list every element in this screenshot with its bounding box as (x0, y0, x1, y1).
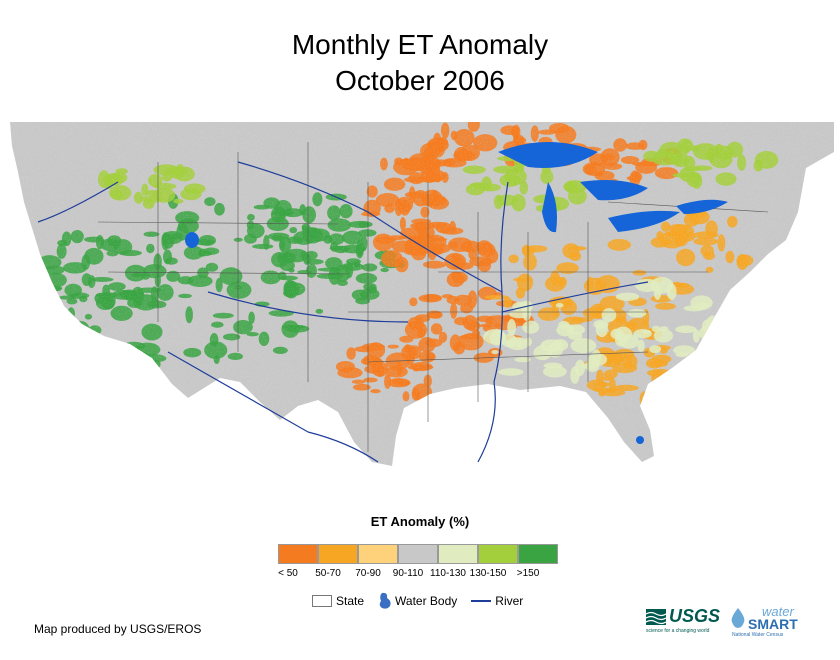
anomaly-patch (109, 347, 129, 360)
usgs-wave-icon (646, 608, 666, 625)
credit-text: Map produced by USGS/EROS (34, 622, 202, 636)
anomaly-patch (39, 299, 50, 306)
river-line-icon (471, 600, 492, 602)
anomaly-patch (230, 447, 239, 456)
usgs-logo: USGS science for a changing world (646, 606, 721, 634)
anomaly-patch (128, 357, 136, 368)
anomaly-patch (216, 439, 232, 453)
anomaly-patch (267, 432, 277, 447)
anomaly-patch (231, 451, 246, 466)
legend-water-body: Water Body (378, 592, 457, 610)
state-boundaries (97, 142, 769, 452)
water-drop-icon (731, 608, 745, 628)
anomaly-patch (103, 369, 128, 385)
map-subtitle: October 2006 (335, 65, 505, 96)
anomaly-patch (254, 434, 267, 441)
legend-label: 50-70 (315, 568, 341, 579)
anomaly-patch (242, 428, 253, 446)
water-bodies (185, 142, 728, 444)
legend-swatch-lt50 (278, 544, 318, 564)
usgs-wordmark: USGS (669, 606, 721, 626)
legend-river: River (471, 594, 523, 608)
anomaly-patch (108, 372, 116, 380)
anomaly-patch (91, 350, 116, 359)
legend-label: 130-150 (469, 568, 507, 579)
legend-title: ET Anomaly (%) (370, 514, 470, 529)
anomaly-patch (245, 444, 256, 453)
anomaly-patch (267, 434, 282, 452)
anomaly-patch (232, 434, 258, 449)
watersmart-top-text: water (762, 604, 794, 619)
anomaly-patch (221, 442, 244, 453)
anomaly-patch (698, 343, 708, 350)
anomaly-patch (111, 358, 127, 369)
legend-label: >150 (516, 568, 540, 579)
legend-swatch-50-70 (318, 544, 358, 564)
usgs-tagline: science for a changing world (646, 628, 710, 634)
anomaly-patch (148, 368, 159, 374)
anomaly-patch (711, 320, 737, 328)
state-box-icon (312, 595, 332, 607)
anomaly-patch (263, 437, 287, 445)
water-body-icon (379, 592, 391, 609)
legend-swatch-gt150 (518, 544, 558, 564)
anomaly-patch (107, 369, 131, 376)
watersmart-subtitle: National Water Census (732, 632, 784, 638)
anomaly-patch (100, 353, 112, 363)
watersmart-wordmark: SMART (748, 616, 798, 632)
anomaly-patch (126, 363, 136, 377)
legend-swatches (278, 544, 558, 564)
legend-labels: < 50 50-70 70-90 90-110 110-130 130-150 … (268, 568, 548, 579)
anomaly-patch (40, 303, 62, 318)
legend-swatch-130-150 (478, 544, 518, 564)
anomaly-patch (141, 357, 150, 362)
anomaly-patch (106, 341, 130, 350)
anomaly-patch (254, 445, 279, 458)
legend-state-label: State (336, 594, 365, 608)
map-title: Monthly ET Anomaly (291, 29, 549, 60)
anomaly-patch (256, 446, 275, 458)
legend-label: < 50 (278, 568, 298, 579)
anomaly-patch (92, 348, 118, 364)
anomaly-patch (265, 432, 284, 438)
anomaly-patch (96, 359, 116, 369)
legend-label: 70-90 (355, 568, 381, 579)
anomaly-patch (215, 434, 231, 440)
legend-label: 110-130 (430, 568, 466, 579)
legend-state: State (312, 594, 364, 608)
legend-swatch-90-110 (398, 544, 438, 564)
legend-water-body-label: Water Body (395, 594, 458, 608)
legend-swatch-70-90 (358, 544, 398, 564)
anomaly-patch (234, 418, 244, 432)
anomaly-patch (277, 431, 293, 443)
legend-label: 90-110 (392, 568, 424, 579)
anomaly-patch (278, 419, 288, 435)
legend-river-label: River (495, 594, 524, 608)
anomaly-patch (277, 422, 292, 440)
legend-swatch-110-130 (438, 544, 478, 564)
rivers (37, 161, 649, 463)
anomaly-patch (126, 372, 150, 389)
overlay-legend: State Water Body River (312, 592, 537, 610)
et-anomaly-map (10, 122, 834, 466)
anomaly-patch (220, 424, 235, 440)
